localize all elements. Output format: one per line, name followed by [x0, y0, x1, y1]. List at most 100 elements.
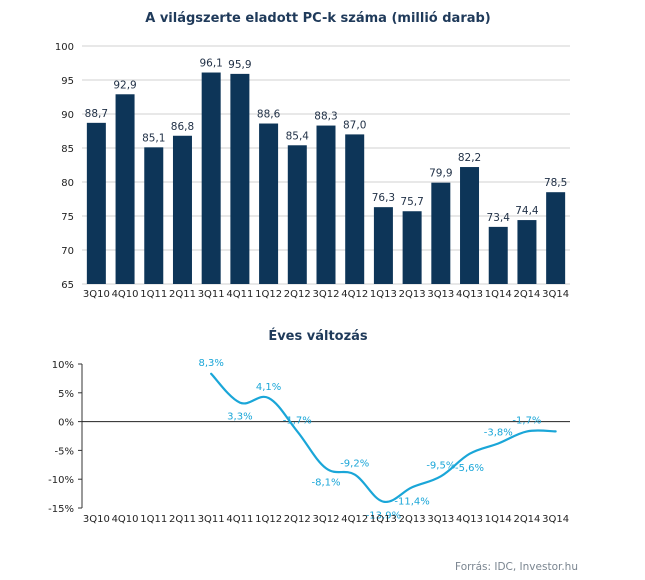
bar-y-axis: 65 70 75 80 85 90 95 100	[55, 42, 74, 291]
bar-value-label: 88,7	[85, 108, 108, 120]
line-y-tick-label: -5%	[55, 446, 74, 457]
line-x-tick-label: 2Q11	[169, 514, 196, 525]
line-x-tick-label: 4Q12	[341, 514, 368, 525]
bar-y-tick-label: 85	[61, 144, 74, 155]
bar-x-tick-label: 3Q13	[427, 289, 454, 300]
line-x-tick-label: 4Q11	[226, 514, 253, 525]
line-x-tick-label: 1Q14	[485, 514, 512, 525]
bar-x-tick-label: 3Q12	[313, 289, 340, 300]
bar-x-tick-label: 3Q14	[542, 289, 569, 300]
line-y-tick-label: -15%	[48, 504, 74, 515]
bar-x-tick-label: 4Q12	[341, 289, 368, 300]
bar-4Q12	[345, 134, 365, 284]
bar-value-label: 85,1	[142, 132, 165, 144]
bar-3Q13	[431, 182, 451, 284]
bar-y-tick-label: 80	[61, 178, 74, 189]
bar-value-label: 88,6	[257, 109, 281, 121]
bar-3Q12	[316, 125, 336, 284]
line-value-label: 3,3%	[227, 412, 252, 423]
bar-y-tick-label: 95	[61, 76, 74, 87]
line-y-tick-label: 10%	[52, 360, 74, 371]
line-x-tick-label: 4Q13	[456, 514, 483, 525]
bar-2Q13	[402, 211, 422, 284]
line-x-tick-label: 2Q13	[399, 514, 426, 525]
bar-2Q11	[172, 135, 192, 284]
line-x-tick-label: 1Q12	[255, 514, 282, 525]
bar-4Q13	[460, 167, 480, 284]
bar-x-tick-label: 2Q14	[513, 289, 540, 300]
line-value-label: -9,2%	[340, 459, 369, 470]
line-x-tick-label: 2Q14	[513, 514, 540, 525]
bar-value-label: 96,1	[199, 58, 222, 70]
bar-1Q14	[488, 226, 508, 284]
bar-series	[86, 72, 566, 285]
line-x-tick-label: 3Q10	[83, 514, 110, 525]
bar-2Q12	[287, 145, 307, 284]
bar-3Q11	[201, 72, 221, 285]
bar-y-tick-label: 70	[61, 246, 74, 257]
line-chart-title: Éves változás	[268, 328, 368, 344]
line-value-label: -5,6%	[455, 463, 484, 474]
bar-value-label: 79,9	[429, 168, 452, 180]
bar-y-tick-label: 75	[61, 212, 74, 223]
line-value-label: -1,7%	[512, 415, 541, 426]
line-x-axis: 3Q10 4Q10 1Q11 2Q11 3Q11 4Q11 1Q12 2Q12 3Q12 4Q12…	[83, 514, 569, 525]
bar-data-labels: 88,7 92,9 85,1 86,8 96,1 95,9 88,6 85,4 88,3 87,0…	[85, 58, 568, 224]
line-axes	[81, 364, 570, 508]
bar-value-label: 86,8	[171, 121, 194, 133]
line-y-tick-label: 5%	[58, 389, 74, 400]
bar-x-tick-label: 4Q11	[226, 289, 253, 300]
bar-y-tick-label: 65	[61, 280, 74, 291]
bar-x-tick-label: 3Q10	[83, 289, 110, 300]
line-value-label: -8,1%	[311, 477, 340, 488]
line-x-tick-label: 3Q11	[198, 514, 225, 525]
line-value-label: 4,1%	[256, 382, 281, 393]
line-value-label: -13,9%	[366, 511, 401, 522]
bar-y-tick-label: 100	[55, 42, 74, 53]
bar-x-tick-label: 2Q12	[284, 289, 311, 300]
source-note: Forrás: IDC, Investor.hu	[455, 561, 578, 573]
line-value-label: -3,8%	[484, 427, 513, 438]
bar-value-label: 75,7	[400, 196, 423, 208]
line-series	[210, 372, 557, 503]
line-value-label: -11,4%	[394, 496, 429, 507]
line-x-tick-label: 4Q10	[112, 514, 139, 525]
line-x-tick-label: 1Q11	[140, 514, 167, 525]
bar-x-tick-label: 1Q12	[255, 289, 282, 300]
bar-3Q14	[546, 192, 566, 284]
line-x-tick-label: 3Q14	[542, 514, 569, 525]
bar-value-label: 87,0	[343, 119, 366, 131]
line-x-tick-label: 2Q12	[284, 514, 311, 525]
bar-value-label: 95,9	[228, 59, 251, 71]
line-y-tick-label: 0%	[58, 418, 74, 429]
line-x-tick-label: 1Q13	[370, 514, 397, 525]
bar-3Q10	[86, 122, 106, 284]
bar-x-tick-label: 2Q11	[169, 289, 196, 300]
bar-x-tick-label: 3Q11	[198, 289, 225, 300]
bar-2Q14	[517, 220, 537, 284]
bar-x-tick-label: 1Q13	[370, 289, 397, 300]
bar-chart-title: A világszerte eladott PC-k száma (millió…	[145, 11, 491, 26]
bar-x-tick-label: 1Q14	[485, 289, 512, 300]
bar-y-tick-label: 90	[61, 110, 74, 121]
bar-value-label: 74,4	[515, 205, 539, 217]
bar-value-label: 78,5	[544, 177, 567, 189]
line-value-label: -1,7%	[283, 415, 312, 426]
line-value-label: 8,3%	[198, 358, 223, 369]
line-value-label: -9,5%	[426, 460, 455, 471]
bar-value-label: 92,9	[113, 79, 136, 91]
bar-x-tick-label: 4Q13	[456, 289, 483, 300]
bar-x-tick-label: 1Q11	[140, 289, 167, 300]
bar-4Q10	[115, 94, 135, 284]
bar-1Q12	[259, 123, 279, 285]
line-y-tick-label: -10%	[48, 475, 74, 486]
bar-1Q13	[373, 207, 393, 284]
bar-value-label: 76,3	[372, 192, 395, 204]
bar-value-label: 82,2	[458, 152, 481, 164]
bar-value-label: 85,4	[286, 130, 310, 142]
bar-x-axis: 3Q10 4Q10 1Q11 2Q11 3Q11 4Q11 1Q12 2Q12 3Q12 4Q12…	[83, 289, 569, 300]
bar-1Q11	[144, 147, 164, 284]
bar-value-label: 88,3	[314, 111, 337, 123]
bar-4Q11	[230, 73, 250, 284]
